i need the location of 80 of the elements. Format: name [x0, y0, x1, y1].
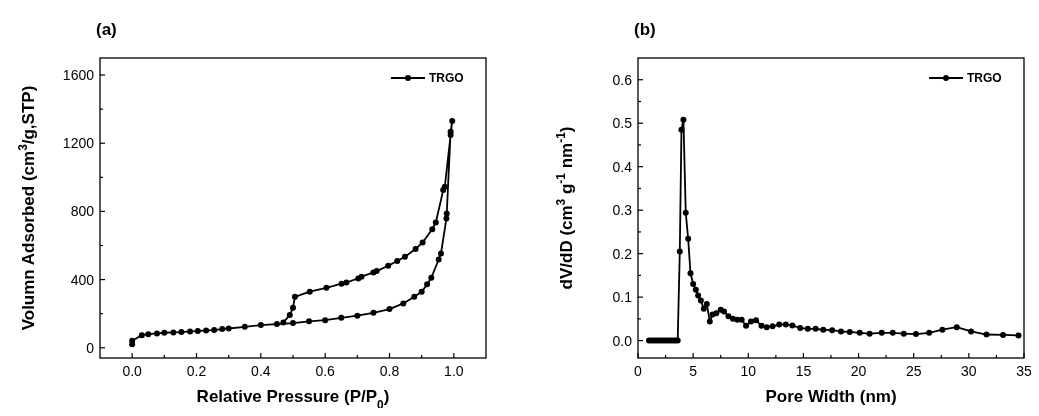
y-tick-label: 0.4 — [612, 158, 633, 175]
point — [219, 326, 226, 333]
point — [291, 293, 298, 300]
point — [432, 219, 439, 226]
point — [290, 304, 296, 311]
point — [145, 331, 152, 338]
x-tick-label: 10 — [740, 363, 757, 379]
x-tick-label: 0.4 — [251, 363, 271, 379]
point — [354, 312, 361, 319]
point — [211, 327, 218, 334]
point — [447, 132, 454, 139]
point — [306, 318, 313, 325]
point — [257, 322, 264, 329]
point — [338, 314, 345, 321]
x-tick-label: 20 — [850, 363, 867, 379]
legend-label: TRGO — [429, 71, 464, 85]
x-tick-label: 35 — [1016, 363, 1032, 379]
point — [280, 319, 287, 326]
point — [440, 187, 447, 194]
point — [338, 280, 345, 287]
point — [386, 306, 393, 313]
point — [443, 210, 450, 217]
y-tick-label: 0.0 — [612, 332, 633, 349]
point — [178, 329, 185, 336]
y-tick-label: 1200 — [62, 135, 95, 152]
x-tick-label: 5 — [689, 363, 698, 379]
legend-label: TRGO — [967, 71, 1002, 85]
point — [203, 327, 210, 334]
point — [161, 329, 168, 336]
point — [412, 246, 419, 253]
point — [443, 215, 450, 222]
y-tick-label: 0 — [86, 339, 95, 356]
point — [449, 118, 456, 125]
point — [306, 288, 313, 295]
point — [170, 329, 177, 336]
point — [290, 320, 296, 327]
point — [194, 328, 201, 335]
point — [437, 250, 444, 257]
y-tick-label: 0.2 — [612, 245, 633, 262]
x-tick-label: 30 — [961, 363, 977, 379]
point — [428, 274, 435, 281]
x-tick-label: 0.6 — [315, 363, 336, 379]
x-axis-title: Pore Width (nm) — [765, 387, 897, 406]
y-tick-label: 0.3 — [612, 202, 633, 219]
point — [424, 281, 431, 288]
point — [435, 256, 442, 263]
point — [370, 309, 377, 316]
point — [419, 239, 426, 246]
point — [418, 288, 425, 295]
x-tick-label: 0.8 — [379, 363, 400, 379]
chart-title: (a) — [96, 20, 117, 39]
x-tick-label: 0.0 — [122, 363, 143, 379]
x-tick-label: 1.0 — [444, 363, 464, 379]
point — [138, 332, 145, 339]
y-tick-label: 800 — [70, 203, 95, 220]
point — [322, 317, 329, 324]
point — [273, 321, 280, 328]
x-tick-label: 0.2 — [186, 363, 207, 379]
chart-title: (b) — [634, 20, 656, 39]
point — [129, 337, 136, 344]
y-tick-label: 1600 — [62, 67, 95, 84]
point — [385, 262, 392, 269]
x-tick-label: 0 — [634, 363, 643, 379]
y-tick-label: 0.1 — [612, 289, 633, 306]
point — [153, 330, 160, 337]
point — [286, 312, 293, 319]
point — [401, 253, 408, 260]
y-tick-label: 0.5 — [612, 115, 633, 132]
point — [394, 258, 401, 265]
point — [323, 284, 330, 291]
y-tick-label: 400 — [70, 271, 95, 288]
point — [400, 300, 407, 307]
point — [411, 293, 418, 300]
point — [241, 323, 248, 330]
y-tick-label: 0.6 — [612, 71, 633, 88]
point — [187, 328, 194, 335]
x-tick-label: 25 — [905, 363, 922, 379]
point — [225, 325, 232, 332]
point — [429, 226, 436, 233]
x-tick-label: 15 — [795, 363, 812, 379]
